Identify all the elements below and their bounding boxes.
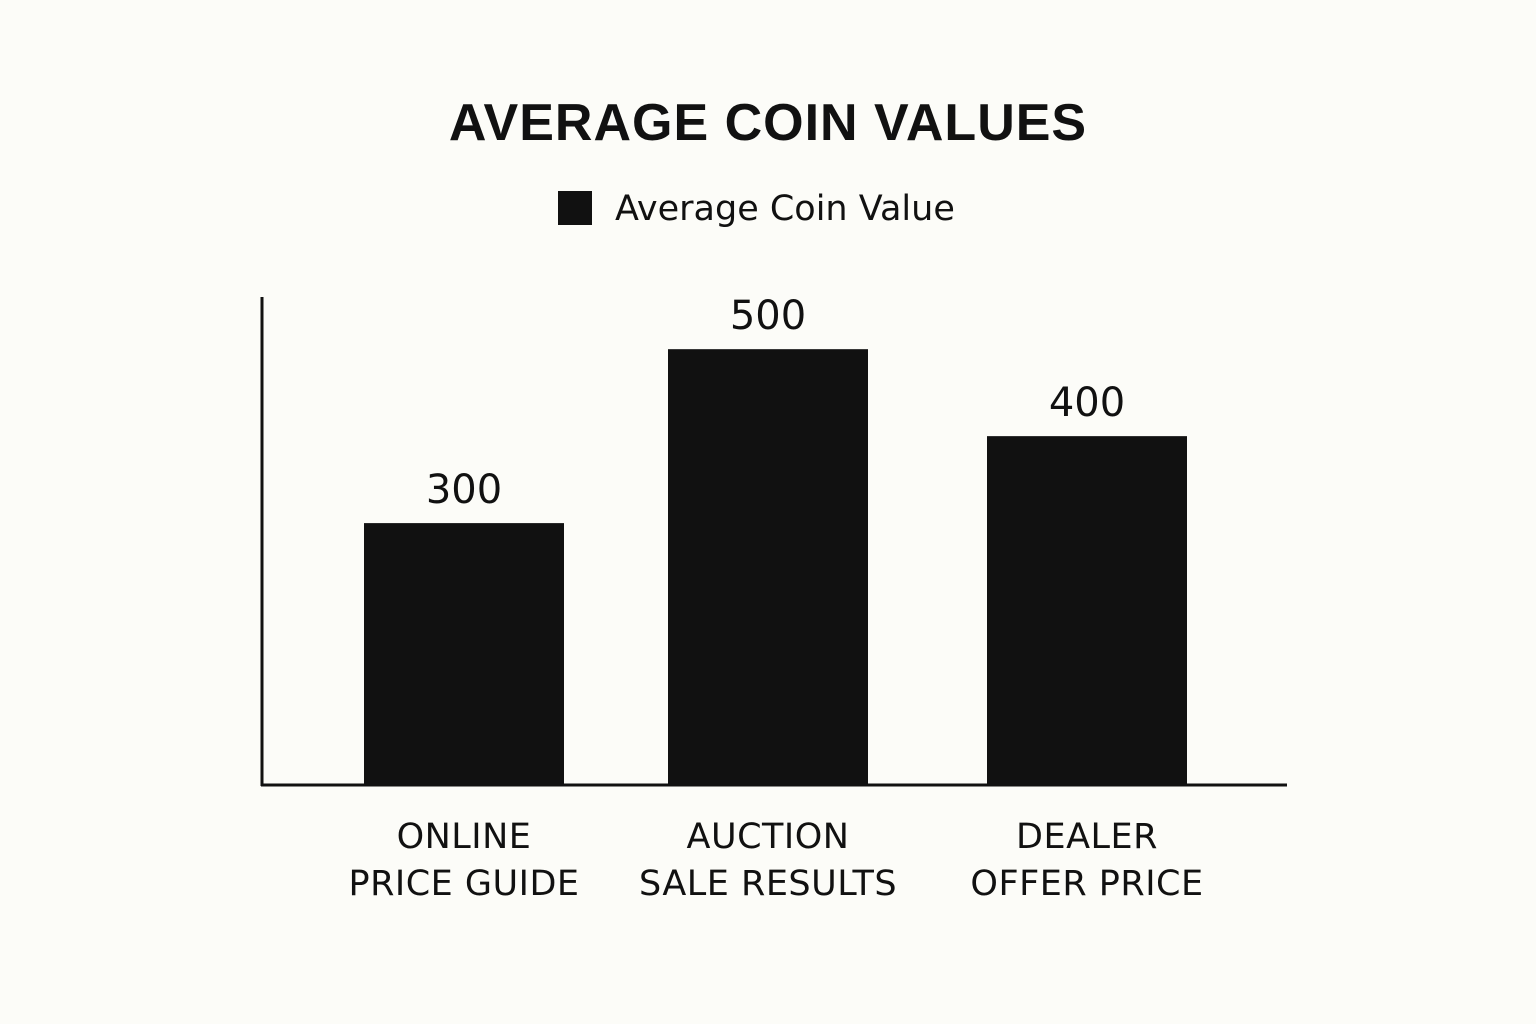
category-label-1-line-1: ONLINE (397, 817, 532, 857)
bar-2 (668, 349, 868, 784)
data-label-1: 300 (426, 467, 502, 513)
value-labels-group: 300 500 400 (426, 293, 1125, 513)
data-label-3: 400 (1049, 380, 1125, 426)
category-label-2-line-2: SALE RESULTS (639, 864, 897, 904)
bar-1 (364, 523, 564, 784)
legend-swatch (558, 191, 592, 225)
category-label-3-line-1: DEALER (1016, 817, 1158, 857)
bars-group (364, 349, 1187, 784)
category-label-2-line-1: AUCTION (687, 817, 850, 857)
chart-title: AVERAGE COIN VALUES (449, 94, 1087, 152)
bar-3 (987, 436, 1187, 784)
legend: Average Coin Value (558, 189, 955, 229)
legend-label: Average Coin Value (615, 189, 955, 229)
data-label-2: 500 (730, 293, 806, 339)
axes (260, 297, 1287, 787)
category-label-1-line-2: PRICE GUIDE (348, 864, 579, 904)
category-label-3-line-2: OFFER PRICE (970, 864, 1203, 904)
category-labels-group: ONLINE PRICE GUIDE AUCTION SALE RESULTS DEAL… (348, 817, 1203, 904)
